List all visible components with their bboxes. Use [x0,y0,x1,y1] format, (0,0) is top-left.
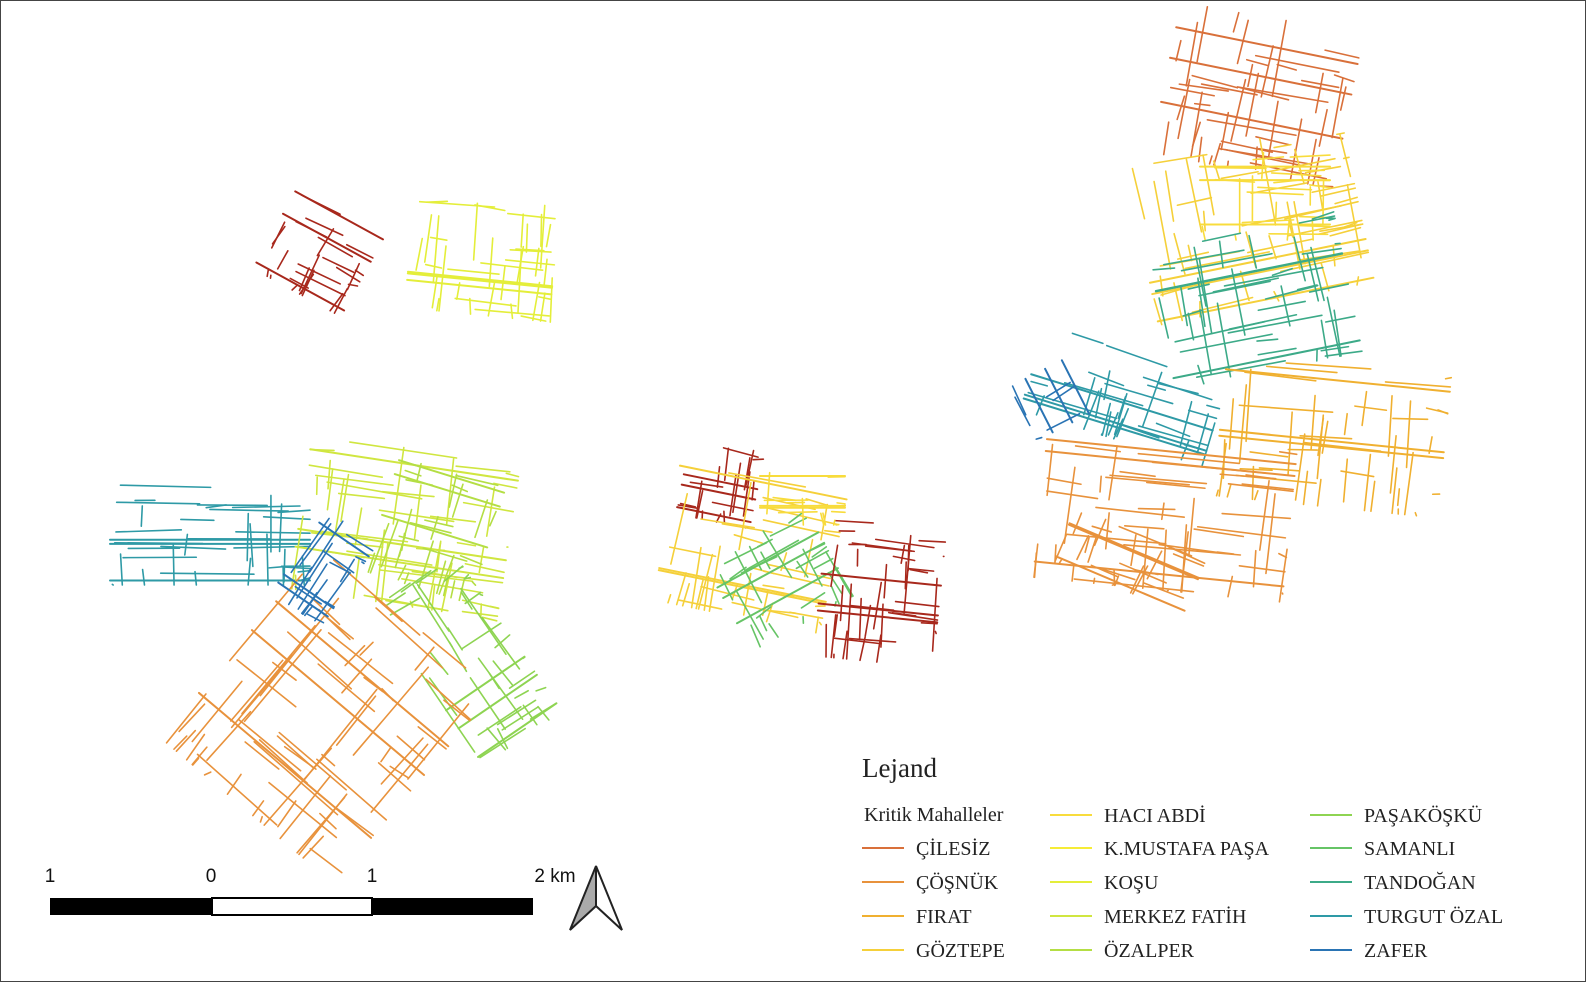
street [753,459,763,460]
scale-label: 2 km [534,866,575,887]
street [1276,202,1277,220]
street [112,584,113,585]
street [526,224,527,252]
scale-bar [50,898,533,915]
street [1415,513,1416,516]
street [1100,476,1101,492]
scale-label: 1 [367,866,378,887]
street [115,543,203,544]
street [1215,168,1266,169]
street [161,573,254,574]
scale-segment [372,898,533,915]
street [523,657,525,658]
scale-label: 0 [206,866,217,887]
legend-label: ZAFER [1364,940,1428,962]
street [141,506,142,526]
legend-label: MERKEZ FATİH [1104,905,1246,928]
street [1446,378,1452,379]
map-frame [1,1,1586,982]
legend-label: TANDOĞAN [1364,871,1476,894]
legend-subtitle: Kritik Mahalleler [864,804,1004,826]
street [1139,509,1175,510]
legend-label: PAŞAKÖŞKÜ [1364,804,1483,827]
scale-label: 1 [45,866,56,887]
street [480,594,482,595]
street [173,545,174,585]
street [247,514,248,561]
legend-label: ÇİLESİZ [916,837,990,860]
street [427,201,448,202]
legend-label: K.MUSTAFA PAŞA [1104,838,1270,860]
street [1300,226,1330,227]
legend-label: ÇÖŞNÜK [916,871,999,894]
scale-segment [212,898,372,915]
legend-label: ÖZALPER [1104,939,1195,962]
street [541,215,542,247]
street [317,477,318,494]
legend-label: SAMANLI [1364,838,1455,860]
scale-segment [50,898,212,915]
legend-label: GÖZTEPE [916,939,1005,962]
street [1344,157,1349,158]
street [834,520,835,525]
legend-label: TURGUT ÖZAL [1364,905,1503,928]
street [470,299,471,315]
map-canvas: Lejand Kritik Mahalleler ÇİLESİZ ÇÖŞNÜK FI… [0,0,1586,982]
street [779,512,817,513]
street [267,534,268,585]
legend-label: KOŞU [1104,872,1159,894]
street [181,519,214,520]
street [310,450,334,451]
street [1288,449,1317,450]
legend-label: FIRAT [916,906,972,928]
street [935,631,936,633]
street [1094,578,1095,583]
street [837,503,845,504]
street [1235,235,1236,240]
street [832,512,845,513]
street [724,511,725,523]
legend-label: HACI ABDİ [1104,804,1206,827]
street [921,623,937,624]
legend-title: Lejand [862,753,937,783]
street [1312,219,1313,240]
street [284,549,285,582]
